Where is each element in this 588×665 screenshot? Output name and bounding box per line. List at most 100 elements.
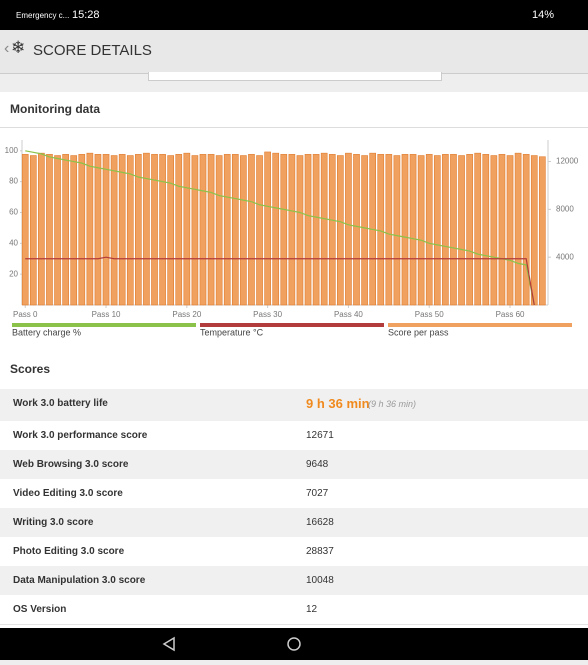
score-value: 12671 <box>306 430 334 441</box>
y2-tick-label: 4000 <box>556 252 574 261</box>
score-value: 12 <box>306 604 318 615</box>
bar <box>466 154 473 306</box>
y-tick-label: 100 <box>5 146 19 155</box>
bar <box>78 154 86 306</box>
x-tick-label: Pass 30 <box>253 310 282 319</box>
bar <box>425 154 433 306</box>
score-row: Work 3.0 battery life 9 h 36 min (9 h 36 m… <box>0 389 588 422</box>
bar <box>199 154 207 306</box>
bar <box>328 154 336 306</box>
bar <box>353 154 360 306</box>
bar <box>151 154 158 306</box>
score-value: 9648 <box>306 459 329 470</box>
score-row: Web Browsing 3.0 score 9648 <box>0 450 588 480</box>
score-row: Writing 3.0 score 16628 <box>0 508 588 538</box>
bar <box>21 154 29 306</box>
header: ‹ ❄ SCORE DETAILS <box>0 30 588 74</box>
score-label: Video Editing 3.0 score <box>13 488 123 499</box>
bar <box>393 155 401 306</box>
score-value: 16628 <box>306 517 334 528</box>
bar <box>256 155 263 306</box>
section-title: Monitoring data <box>10 102 100 116</box>
home-nav[interactable] <box>287 637 301 651</box>
bar <box>70 155 78 306</box>
bar <box>135 154 142 306</box>
bar <box>539 156 546 306</box>
score-label: Work 3.0 battery life <box>13 398 108 409</box>
icon: ❄ <box>11 38 26 57</box>
bar <box>264 151 271 306</box>
bar <box>482 154 490 306</box>
title: SCORE DETAILS <box>33 42 152 59</box>
bar <box>337 155 344 306</box>
nav-bar <box>0 628 588 660</box>
section-title: Scores <box>10 362 51 376</box>
x-tick-label: Pass 10 <box>92 310 121 319</box>
legend-label: Score per pass <box>388 327 449 337</box>
score-label: OS Version <box>13 604 67 615</box>
bar <box>215 155 223 306</box>
y2-tick-label: 12000 <box>556 157 579 166</box>
bar <box>29 155 37 306</box>
bar <box>231 154 239 306</box>
bar <box>442 154 449 306</box>
divider <box>0 127 588 128</box>
score-value: 28837 <box>306 546 334 557</box>
score-label: Web Browsing 3.0 score <box>13 459 129 470</box>
y-tick-label: 60 <box>9 208 18 217</box>
x-tick-label: Pass 0 <box>13 310 38 319</box>
score-value: 10048 <box>306 575 334 586</box>
x-tick-label: Pass 40 <box>334 310 363 319</box>
x-tick-label: Pass 60 <box>496 310 525 319</box>
legend-swatch <box>200 323 384 327</box>
bar <box>433 155 441 306</box>
bar <box>409 154 417 306</box>
score-value: 7027 <box>306 488 329 499</box>
bar <box>530 155 538 306</box>
bar <box>296 155 304 306</box>
y-tick-label: 80 <box>9 177 18 186</box>
nav-icons <box>162 636 301 652</box>
bar <box>417 155 425 306</box>
y2-tick-label: 8000 <box>556 204 574 213</box>
chart: 20 40 60 80 100 4000 8000 12000 Pass 0 Pass 10 Pas… <box>5 140 579 337</box>
score-label: Photo Editing 3.0 score <box>13 546 125 557</box>
legend-swatch <box>12 323 196 327</box>
line <box>25 150 535 306</box>
bar <box>514 152 522 306</box>
bar <box>183 152 191 306</box>
time: 15:28 <box>72 9 100 21</box>
bar <box>304 154 312 306</box>
bar <box>288 154 296 306</box>
bar <box>240 155 247 306</box>
bar <box>118 154 126 306</box>
bar <box>167 155 174 306</box>
bar <box>175 154 183 306</box>
bar <box>458 155 465 306</box>
bar <box>312 154 320 306</box>
bar <box>143 152 150 306</box>
bar <box>377 154 385 306</box>
bar <box>361 155 368 306</box>
bar <box>223 154 231 306</box>
content-card: Monitoring data 20 40 60 80 100 4000 8000 12000… <box>0 92 588 628</box>
bar <box>401 154 409 306</box>
score-row: OS Version 12 <box>0 595 588 625</box>
score-label: Data Manipulation 3.0 score <box>13 575 146 586</box>
bar <box>272 152 280 306</box>
bar <box>159 154 166 306</box>
legend-label: Temperature °C <box>200 327 264 337</box>
bar <box>450 154 457 306</box>
bar <box>54 155 61 306</box>
battery: 14% <box>532 9 555 21</box>
bar <box>498 154 506 306</box>
back-button[interactable]: ‹ <box>4 40 10 57</box>
bar <box>474 152 482 306</box>
back-nav[interactable] <box>162 636 175 652</box>
x-tick-label: Pass 20 <box>172 310 201 319</box>
bar <box>102 154 110 306</box>
bar <box>385 154 393 306</box>
bar <box>248 154 255 306</box>
score-row: Work 3.0 performance score 12671 <box>0 421 588 451</box>
